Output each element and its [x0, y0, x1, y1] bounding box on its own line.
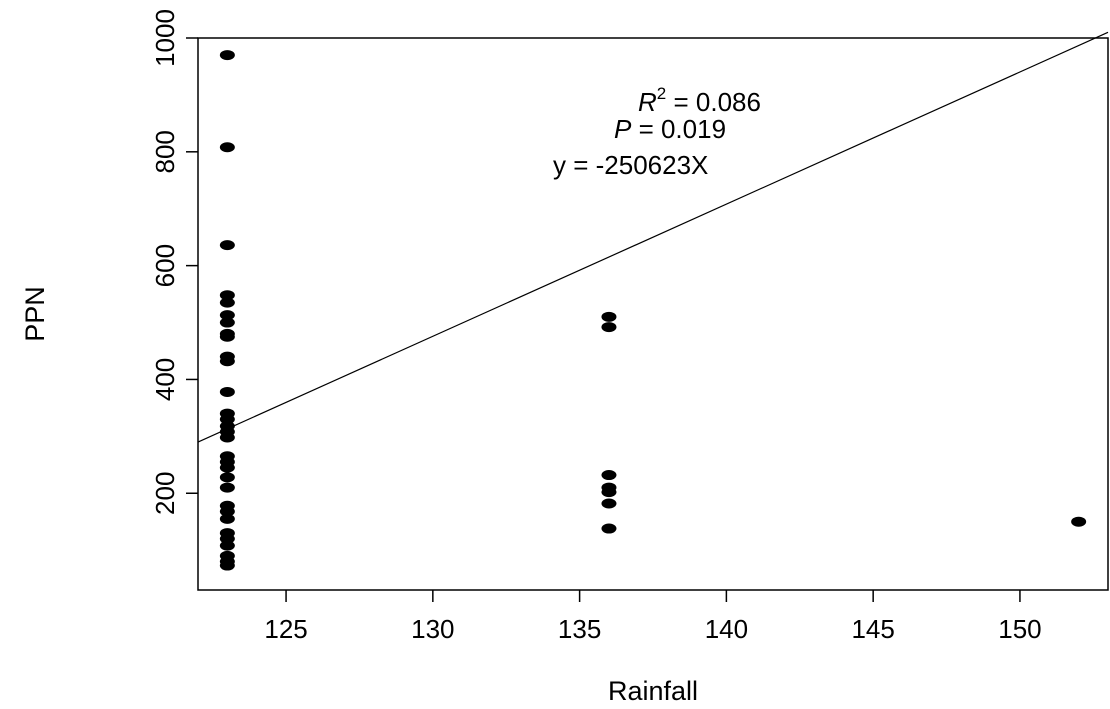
data-point	[219, 290, 235, 301]
y-axis-label: PPN	[20, 286, 50, 342]
r-squared-annotation: R2 = 0.086	[638, 84, 761, 117]
data-point	[219, 331, 235, 342]
data-point	[219, 297, 235, 308]
y-tick-label: 200	[150, 472, 180, 515]
plot-frame	[197, 37, 1109, 591]
x-tick-label: 130	[411, 614, 454, 644]
y-tick-label: 400	[150, 358, 180, 401]
x-axis: 125 130 135 140 145 150	[264, 590, 1042, 644]
x-tick-label: 150	[998, 614, 1041, 644]
data-point	[601, 470, 617, 481]
data-point	[219, 462, 235, 473]
data-points	[219, 50, 1087, 571]
data-point	[1071, 516, 1087, 527]
data-point	[219, 482, 235, 493]
data-point	[219, 472, 235, 483]
data-point	[601, 498, 617, 509]
trend-line	[197, 31, 1109, 443]
y-tick-label: 1000	[150, 9, 180, 67]
data-point	[219, 356, 235, 367]
data-point	[219, 432, 235, 443]
r-superscript: 2	[657, 84, 666, 103]
data-point	[601, 523, 617, 534]
data-point	[601, 311, 617, 322]
data-point	[601, 487, 617, 498]
y-tick-label: 800	[150, 130, 180, 173]
data-point	[219, 513, 235, 524]
y-tick-label: 600	[150, 244, 180, 287]
r-symbol: R	[638, 87, 657, 117]
data-point	[219, 310, 235, 321]
y-axis: 200 400 600 800 1000	[150, 9, 198, 515]
data-point	[219, 506, 235, 517]
x-tick-label: 135	[558, 614, 601, 644]
x-tick-label: 125	[264, 614, 307, 644]
data-point	[219, 142, 235, 153]
data-point	[219, 317, 235, 328]
p-symbol: P	[614, 114, 632, 144]
data-point	[219, 386, 235, 397]
p-value-annotation: P = 0.019	[614, 114, 726, 144]
data-point	[219, 240, 235, 251]
x-axis-label: Rainfall	[608, 676, 698, 706]
p-value: = 0.019	[631, 114, 726, 144]
x-tick-label: 140	[705, 614, 748, 644]
x-tick-label: 145	[851, 614, 894, 644]
data-point	[601, 322, 617, 333]
r-squared-value: = 0.086	[666, 87, 761, 117]
data-point	[219, 50, 235, 61]
data-point	[219, 560, 235, 571]
regression-equation: y = -250623X	[553, 150, 708, 180]
data-point	[219, 540, 235, 551]
